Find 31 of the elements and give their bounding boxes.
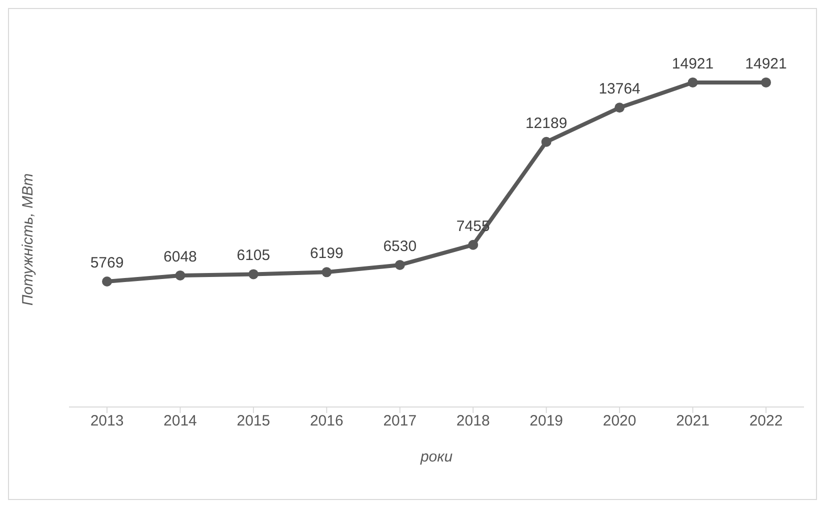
- x-axis-title: роки: [419, 448, 454, 466]
- point: [394, 260, 405, 270]
- point: [688, 77, 698, 88]
- point: [761, 77, 771, 88]
- x-tick-label: 2014: [164, 412, 197, 430]
- point: [322, 267, 332, 278]
- x-tick-label: 2022: [749, 412, 783, 430]
- point: [468, 240, 478, 250]
- point: [175, 270, 186, 280]
- data-label: 14921: [672, 55, 714, 72]
- data-label: 6199: [310, 245, 344, 262]
- point: [248, 269, 258, 280]
- y-axis-title: Потужність, МВт: [20, 172, 37, 306]
- x-tick-label: 2017: [383, 412, 417, 430]
- point: [102, 276, 112, 287]
- data-label: 6530: [383, 238, 417, 255]
- x-tick-label: 2018: [456, 412, 490, 430]
- data-label: 14921: [745, 55, 787, 72]
- data-label: 5769: [90, 254, 124, 272]
- x-tick-label: 2013: [90, 412, 124, 430]
- x-tick-label: 2021: [676, 412, 710, 430]
- data-label: 6048: [164, 248, 197, 266]
- x-tick-label: 2015: [236, 412, 270, 430]
- x-tick-label: 2019: [530, 412, 564, 430]
- point: [541, 136, 552, 147]
- point: [614, 102, 625, 113]
- x-tick-label: 2020: [602, 412, 636, 430]
- data-label: 13764: [598, 80, 640, 98]
- x-tick-label: 2016: [310, 412, 344, 430]
- data-label: 12189: [525, 114, 568, 132]
- data-label: 6105: [236, 247, 270, 264]
